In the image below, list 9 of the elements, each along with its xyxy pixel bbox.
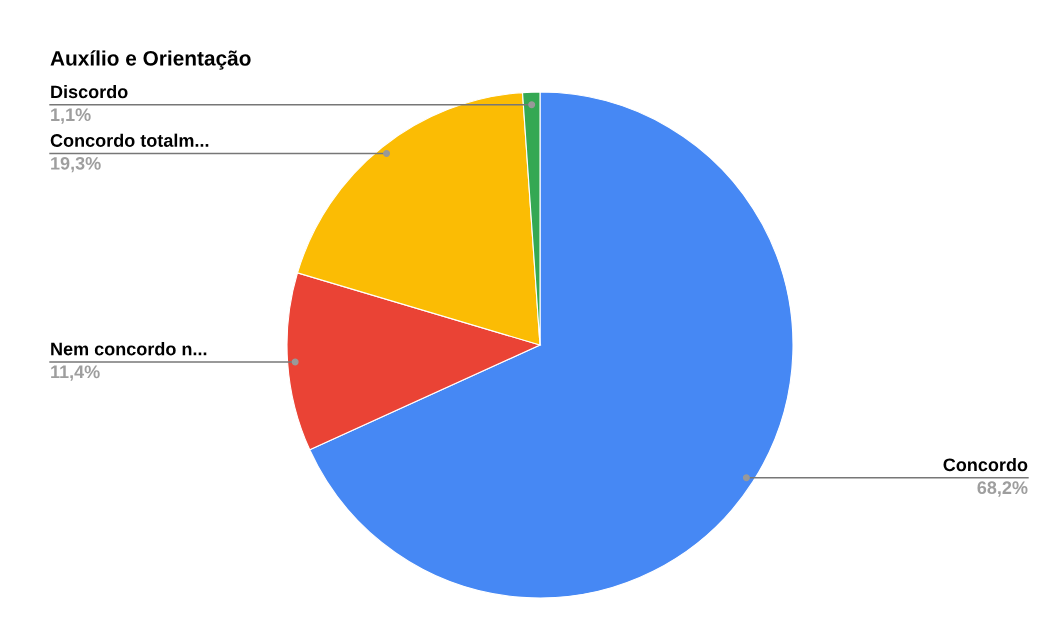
chart-title: Auxílio e Orientação [50, 50, 251, 70]
data-label: 1,1% [51, 108, 91, 124]
data-label: 68,2% [977, 481, 1028, 497]
slice-label: Concordo totalm... [50, 133, 209, 147]
slice-label: Concordo [943, 457, 1028, 472]
slice-label: Nem concordo n... [51, 342, 207, 356]
data-label: 11,4% [51, 365, 100, 381]
slice-label: Discordo [51, 84, 128, 99]
data-label: 19,3% [51, 156, 101, 173]
